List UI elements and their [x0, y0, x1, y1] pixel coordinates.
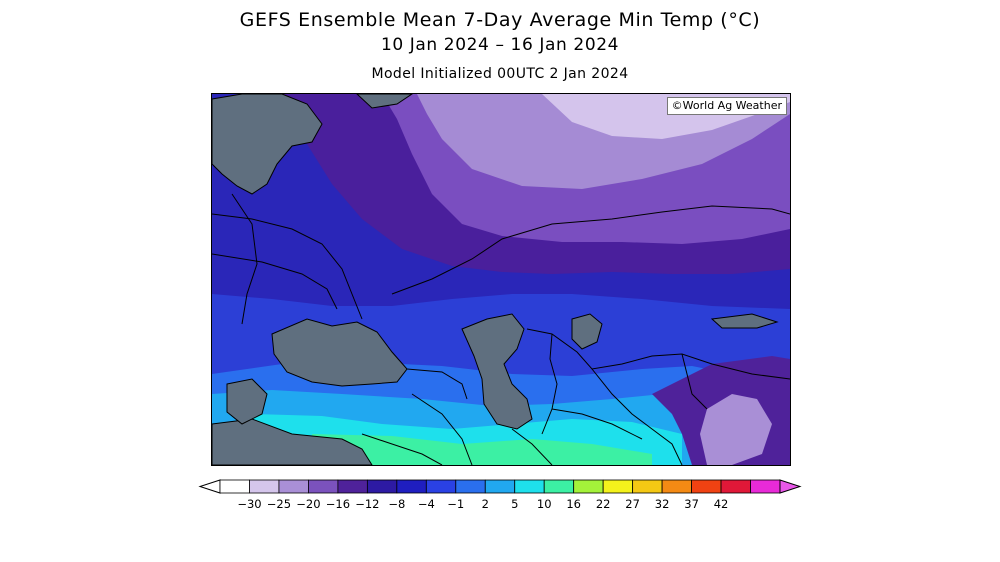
legend-swatch: [337, 479, 368, 494]
legend-swatch: [455, 479, 486, 494]
legend-tick-label: 27: [625, 497, 640, 511]
legend-tick-label: −12: [355, 497, 380, 511]
legend-swatch: [366, 479, 398, 494]
temp-band-10: [312, 434, 652, 465]
legend-arrow-high: [779, 479, 802, 494]
legend-swatch: [514, 479, 545, 494]
legend-swatch: [661, 479, 692, 494]
mediterranean-sea: [212, 418, 373, 465]
legend-swatch: [308, 479, 339, 494]
legend-tick-label: −16: [325, 497, 351, 511]
color-legend: −30 −25 −20 −16 −12 −8 −4 −1 2 5 10 16 22 27 32 37 42: [0, 478, 1000, 518]
country-borders: [212, 193, 790, 465]
legend-swatch: [720, 479, 751, 494]
date-range: 10 Jan 2024 – 16 Jan 2024: [380, 35, 620, 55]
legend-swatch: [543, 479, 575, 494]
legend-tick-label: 42: [713, 497, 729, 511]
legend-swatch: [602, 479, 634, 494]
legend-bar: [198, 479, 802, 494]
white-sea: [356, 94, 413, 109]
legend-swatch: [249, 479, 280, 494]
legend-tick-label: −25: [266, 497, 292, 511]
legend-swatch: [573, 479, 604, 494]
legend-tick-label: 37: [684, 497, 699, 511]
aegean-sea: [226, 378, 268, 425]
legend-swatch: [750, 479, 781, 494]
credit-label: ©World Ag Weather: [666, 97, 787, 115]
legend-tick-label: −8: [388, 497, 406, 511]
legend-swatch: [691, 479, 722, 494]
temp-band-high-mountains: [700, 394, 772, 465]
legend-tick-label: 32: [654, 497, 670, 511]
caspian-sea: [461, 313, 533, 430]
black-sea: [271, 318, 408, 387]
temperature-map: ©World Ag Weather: [211, 93, 791, 466]
lake-balkhash: [710, 313, 779, 329]
legend-tick-label: 10: [536, 497, 552, 511]
legend-tick-label: 16: [566, 497, 581, 511]
legend-swatch: [425, 479, 457, 494]
aral-sea: [571, 313, 603, 350]
legend-tick-label: −1: [447, 497, 465, 511]
legend-swatch: [484, 479, 516, 494]
legend-swatch: [632, 479, 663, 494]
legend-tick-label: 5: [511, 497, 519, 511]
legend-swatch: [278, 479, 309, 494]
chart-title: GEFS Ensemble Mean 7-Day Average Min Tem…: [239, 9, 761, 31]
legend-tick-label: 2: [481, 497, 489, 511]
legend-swatch: [219, 479, 250, 494]
legend-tick-label: −20: [296, 497, 321, 511]
map-canvas: [212, 94, 790, 465]
model-init-label: Model Initialized 00UTC 2 Jan 2024: [371, 66, 629, 82]
legend-tick-label: 22: [595, 497, 611, 511]
legend-arrow-low: [198, 479, 221, 494]
legend-swatch: [396, 479, 427, 494]
legend-tick-label: −30: [237, 497, 262, 511]
legend-tick-label: −4: [417, 497, 435, 511]
baltic-sea: [212, 94, 323, 195]
